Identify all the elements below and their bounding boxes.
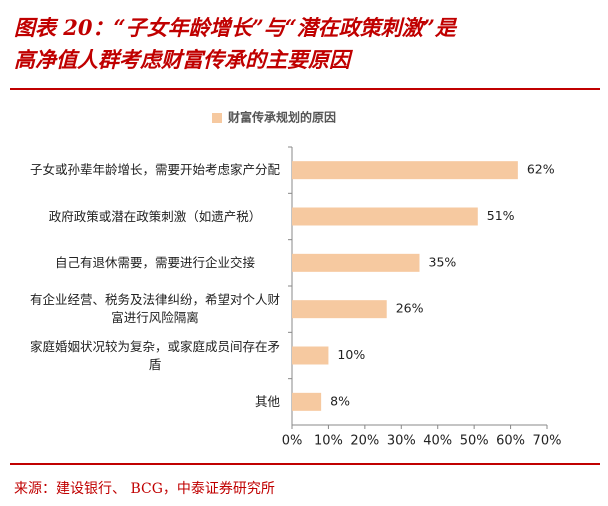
x-tick-label: 40% <box>423 434 452 449</box>
x-tick-label: 60% <box>496 434 525 449</box>
value-label: 51% <box>487 208 515 223</box>
source: 来源：建设银行、 BCG，中泰证券研究所 <box>14 481 275 497</box>
x-tick-label: 50% <box>460 434 489 449</box>
bar <box>292 161 518 180</box>
x-tick-label: 20% <box>350 434 379 449</box>
value-label: 26% <box>396 301 424 316</box>
category-label: 其他 <box>254 393 280 409</box>
rule <box>10 463 600 465</box>
legend-swatch <box>212 113 222 123</box>
category-label: 家庭婚姻状况较为复杂，或家庭成员间存在矛盾 <box>30 338 281 372</box>
bar <box>292 253 420 272</box>
category-label: 自己有退休需要，需要进行企业交接 <box>54 254 255 270</box>
legend-label: 财富传承规划的原因 <box>227 110 336 125</box>
bar <box>292 346 329 365</box>
bar <box>292 207 478 226</box>
value-label: 62% <box>527 162 555 177</box>
x-tick-label: 70% <box>533 434 562 449</box>
x-tick-label: 30% <box>387 434 416 449</box>
value-label: 10% <box>337 347 365 362</box>
rule <box>10 88 600 90</box>
x-tick-label: 0% <box>282 434 303 449</box>
category-label: 子女或孙辈年龄增长，需要开始考虑家产分配 <box>30 162 281 178</box>
category-label: 有企业经营、税务及法律纠纷，希望对个人财富进行风险隔离 <box>30 292 281 326</box>
value-label: 35% <box>429 254 457 269</box>
value-label: 8% <box>330 393 350 408</box>
chart-title: 高净值人群考虑财富传承的主要原因 <box>14 47 350 72</box>
chart-title: 图表 20：“子女年龄增长”与“潜在政策刺激”是 <box>14 15 456 40</box>
bar <box>292 392 322 411</box>
x-tick-label: 10% <box>314 434 343 449</box>
category-label: 政府政策或潜在政策刺激（如遗产税） <box>48 208 262 224</box>
bar <box>292 300 387 319</box>
